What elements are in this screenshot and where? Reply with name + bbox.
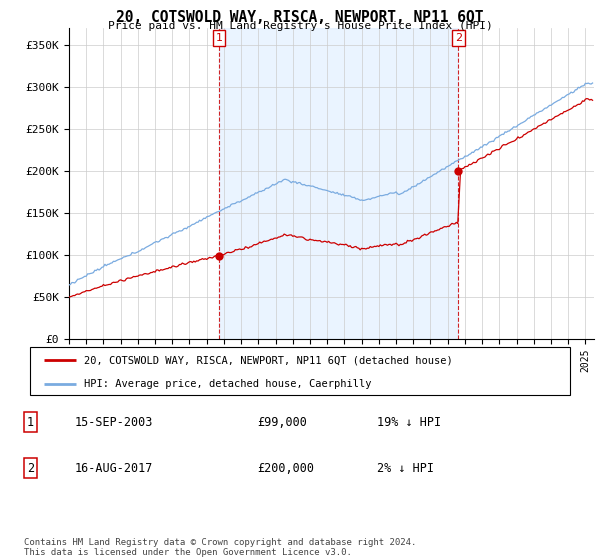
Text: £200,000: £200,000 bbox=[257, 461, 314, 475]
Text: 19% ↓ HPI: 19% ↓ HPI bbox=[377, 416, 441, 428]
Text: 2: 2 bbox=[27, 461, 34, 475]
Text: Price paid vs. HM Land Registry's House Price Index (HPI): Price paid vs. HM Land Registry's House … bbox=[107, 21, 493, 31]
Text: £99,000: £99,000 bbox=[257, 416, 307, 428]
FancyBboxPatch shape bbox=[30, 347, 570, 395]
Text: 1: 1 bbox=[27, 416, 34, 428]
Text: Contains HM Land Registry data © Crown copyright and database right 2024.
This d: Contains HM Land Registry data © Crown c… bbox=[24, 538, 416, 557]
Text: 15-SEP-2003: 15-SEP-2003 bbox=[75, 416, 154, 428]
Text: 2: 2 bbox=[455, 33, 462, 43]
Text: 2% ↓ HPI: 2% ↓ HPI bbox=[377, 461, 434, 475]
Text: 16-AUG-2017: 16-AUG-2017 bbox=[75, 461, 154, 475]
Text: 20, COTSWOLD WAY, RISCA, NEWPORT, NP11 6QT: 20, COTSWOLD WAY, RISCA, NEWPORT, NP11 6… bbox=[116, 10, 484, 25]
Text: 1: 1 bbox=[215, 33, 223, 43]
Text: HPI: Average price, detached house, Caerphilly: HPI: Average price, detached house, Caer… bbox=[84, 379, 371, 389]
Text: 20, COTSWOLD WAY, RISCA, NEWPORT, NP11 6QT (detached house): 20, COTSWOLD WAY, RISCA, NEWPORT, NP11 6… bbox=[84, 355, 453, 365]
